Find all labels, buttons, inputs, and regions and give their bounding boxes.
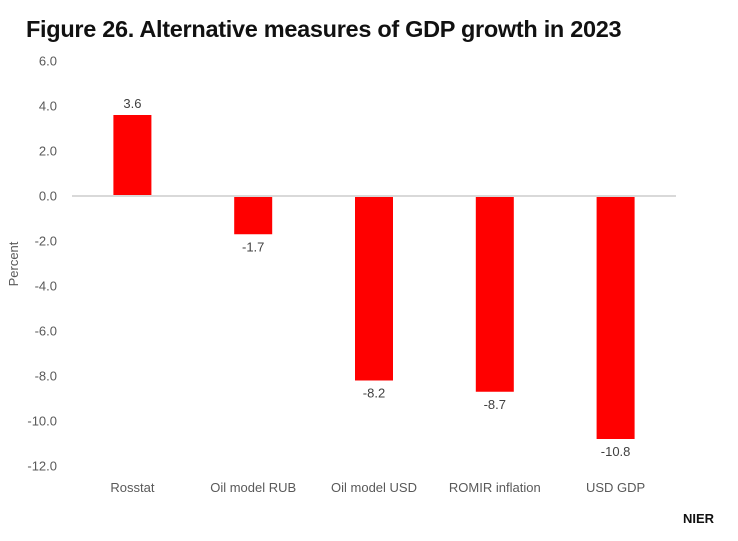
bar-usd-gdp (596, 196, 635, 439)
bars (113, 115, 635, 439)
source-label: NIER (682, 511, 714, 526)
data-label: 3.6 (123, 96, 141, 111)
y-tick-label: -4.0 (35, 279, 57, 294)
data-label: -1.7 (242, 239, 264, 254)
y-tick-label: 4.0 (39, 99, 57, 114)
y-tick-label: -8.0 (35, 369, 57, 384)
bar-rosstat (113, 115, 152, 196)
y-tick-label: -2.0 (35, 234, 57, 249)
y-tick-label: 0.0 (39, 189, 57, 204)
data-label: -8.2 (363, 386, 385, 401)
bar-oil-model-rub (234, 196, 273, 235)
x-category-label: Rosstat (110, 480, 154, 495)
data-labels: 3.6 -1.7 -8.2 -8.7 -10.8 (123, 96, 630, 459)
x-category-label: ROMIR inflation (449, 480, 541, 495)
x-axis-categories: Rosstat Oil model RUB Oil model USD ROMIR i… (110, 480, 645, 495)
bar-oil-model-usd (355, 196, 393, 381)
y-tick-label: 6.0 (39, 54, 57, 69)
data-label: -10.8 (601, 444, 631, 459)
x-category-label: Oil model USD (331, 480, 417, 495)
chart-title: Figure 26. Alternative measures of GDP g… (26, 16, 622, 42)
x-category-label: USD GDP (586, 480, 645, 495)
y-tick-label: -10.0 (27, 414, 57, 429)
y-axis-label: Percent (6, 241, 21, 286)
y-tick-label: -6.0 (35, 324, 57, 339)
y-tick-label: 2.0 (39, 144, 57, 159)
bar-romir-inflation (475, 196, 514, 392)
x-category-label: Oil model RUB (210, 480, 296, 495)
y-axis-ticks: 6.0 4.0 2.0 0.0 -2.0 -4.0 -6.0 -8.0 -10.0 -12.0 (27, 54, 57, 474)
data-label: -8.7 (484, 397, 506, 412)
y-tick-label: -12.0 (27, 459, 57, 474)
